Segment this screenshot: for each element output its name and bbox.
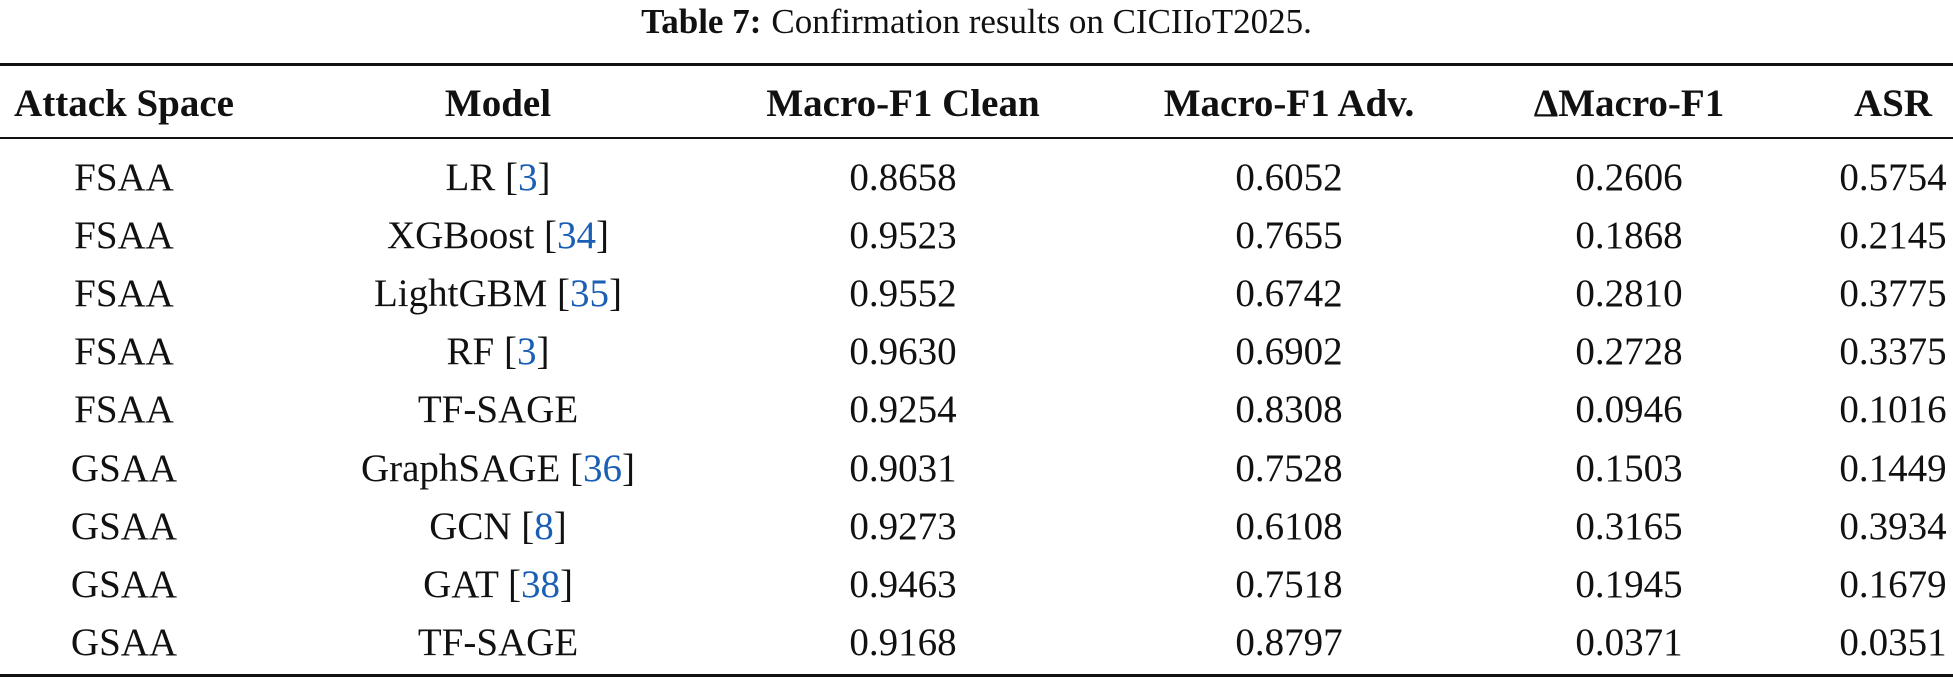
cell: 0.1016 xyxy=(1839,388,1947,432)
cell: 0.0946 xyxy=(1575,388,1683,432)
cell: 0.0351 xyxy=(1839,620,1947,664)
model-cell: XGBoost 34 xyxy=(387,214,609,258)
cell: FSAA xyxy=(74,156,174,199)
column-header: Macro-F1 Adv. xyxy=(1163,82,1415,125)
column-header: ΔMacro-F1 xyxy=(1533,82,1725,125)
citation: 35 xyxy=(557,272,622,315)
column-header: ASR xyxy=(1853,82,1933,125)
cell: GSAA xyxy=(70,446,178,490)
model-name: LightGBM xyxy=(373,272,548,316)
cell: 0.6742 xyxy=(1235,272,1343,316)
caption-text: Confirmation results on CICIIoT2025. xyxy=(771,2,1312,41)
bottom-rule xyxy=(0,674,1953,677)
cell: 0.6902 xyxy=(1235,330,1343,374)
cell: 0.1945 xyxy=(1575,562,1683,606)
citation: 38 xyxy=(508,563,573,606)
citation: 34 xyxy=(544,214,609,257)
model-name: GAT xyxy=(423,562,499,606)
model-cell: TF-SAGE xyxy=(418,621,578,665)
cell: 0.9463 xyxy=(849,562,957,606)
citation-number: 3 xyxy=(516,330,537,374)
cell: 0.2728 xyxy=(1575,330,1683,374)
column-header: Macro-F1 Clean xyxy=(766,82,1040,125)
cell: 0.2810 xyxy=(1575,272,1683,316)
cell: FSAA xyxy=(74,272,174,316)
cell: 0.3775 xyxy=(1839,272,1947,316)
model-name: TF-SAGE xyxy=(417,620,579,664)
citation: 3 xyxy=(504,330,550,373)
citation: 36 xyxy=(570,447,635,490)
cell: 0.9168 xyxy=(849,620,957,664)
cell: 0.9273 xyxy=(849,504,957,548)
cell: 0.1679 xyxy=(1839,562,1947,606)
model-name: GCN xyxy=(429,504,512,548)
caption: Table 7: Confirmation results on CICIIoT2… xyxy=(0,2,1953,42)
cell: 0.6052 xyxy=(1235,156,1343,199)
cell: 0.1449 xyxy=(1839,446,1947,490)
cell: FSAA xyxy=(74,214,174,258)
cell: 0.8797 xyxy=(1235,620,1343,664)
model-cell: RF 3 xyxy=(447,330,550,374)
citation-number: 36 xyxy=(583,446,623,490)
model-name: GraphSAGE xyxy=(360,446,561,490)
model-name: RF xyxy=(446,330,495,374)
model-name: TF-SAGE xyxy=(417,388,579,432)
cell: 0.9523 xyxy=(849,214,957,258)
cell: 0.0371 xyxy=(1575,620,1683,664)
cell: 0.2606 xyxy=(1575,156,1683,199)
cell: GSAA xyxy=(70,504,178,548)
column-header: Model xyxy=(444,82,552,125)
citation: 8 xyxy=(521,505,567,548)
citation-number: 3 xyxy=(518,156,538,199)
model-name: LR xyxy=(445,156,496,199)
citation-number: 8 xyxy=(534,504,554,548)
citation: 3 xyxy=(505,156,551,199)
citation-number: 34 xyxy=(557,214,597,258)
cell: 0.7518 xyxy=(1235,562,1343,606)
column-header: Attack Space xyxy=(14,82,234,125)
cell: FSAA xyxy=(74,330,174,374)
top-rule xyxy=(0,63,1953,66)
model-cell: GAT 38 xyxy=(423,563,573,607)
mid-rule xyxy=(0,137,1953,139)
citation-number: 38 xyxy=(520,562,560,606)
cell: 0.3934 xyxy=(1839,504,1947,548)
model-cell: GraphSAGE 36 xyxy=(361,447,635,491)
cell: GSAA xyxy=(70,562,178,606)
cell: 0.3165 xyxy=(1575,504,1683,548)
cell: 0.1868 xyxy=(1575,214,1683,258)
cell: 0.8658 xyxy=(849,156,957,199)
model-cell: GCN 8 xyxy=(429,505,567,549)
model-name: XGBoost xyxy=(386,214,535,258)
cell: 0.9630 xyxy=(849,330,957,374)
cell: 0.3375 xyxy=(1839,330,1947,374)
cell: 0.5754 xyxy=(1839,156,1947,199)
cell: 0.7655 xyxy=(1235,214,1343,258)
cell: 0.7528 xyxy=(1235,446,1343,490)
cell: 0.1503 xyxy=(1575,446,1683,490)
cell: 0.6108 xyxy=(1235,504,1343,548)
model-cell: LightGBM 35 xyxy=(374,272,622,316)
cell: 0.2145 xyxy=(1839,214,1947,258)
cell: GSAA xyxy=(70,620,178,664)
cell: 0.9254 xyxy=(849,388,957,432)
cell: 0.8308 xyxy=(1235,388,1343,432)
cell: 0.9031 xyxy=(849,446,957,490)
cell: 0.9552 xyxy=(849,272,957,316)
citation-number: 35 xyxy=(570,272,610,316)
caption-label: Table 7: xyxy=(641,2,762,41)
cell: FSAA xyxy=(74,388,174,432)
model-cell: LR 3 xyxy=(445,156,550,200)
model-cell: TF-SAGE xyxy=(418,388,578,432)
